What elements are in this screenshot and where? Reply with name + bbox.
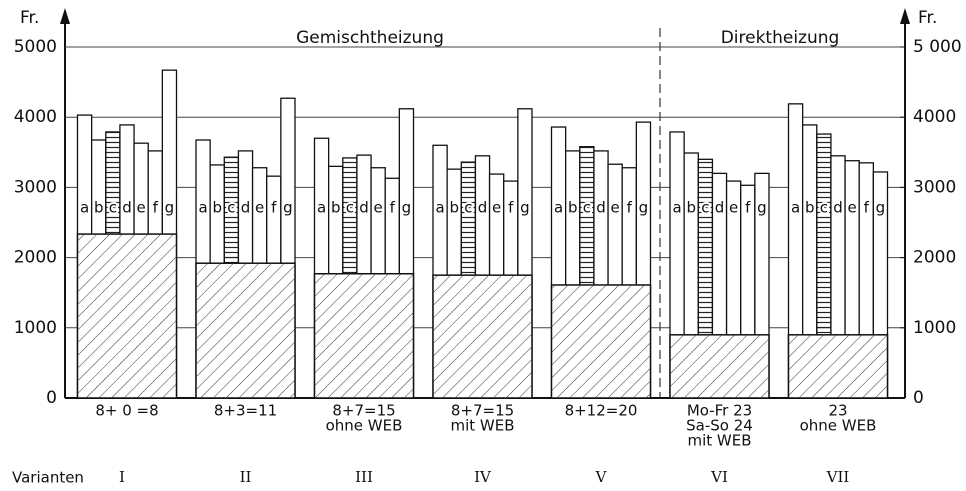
- y2-arrow: [900, 8, 910, 24]
- y-tick-label: 4000: [14, 107, 57, 127]
- x-tick-label: 8+7=15: [332, 402, 395, 420]
- variants-label: Varianten: [12, 469, 84, 487]
- x-tick-label: mit WEB: [450, 417, 514, 435]
- x-tick-label: 8+7=15: [451, 402, 514, 420]
- bar-letter: f: [508, 199, 514, 217]
- bar-letter: b: [568, 199, 578, 217]
- bar-letter: d: [122, 199, 132, 217]
- bar-letter: c: [346, 199, 354, 217]
- bar-letter: d: [833, 199, 843, 217]
- bar-letter: g: [639, 199, 649, 217]
- bar-letter: f: [745, 199, 751, 217]
- bar-letter: e: [611, 199, 620, 217]
- y2-tick-label: 5 000: [913, 37, 962, 57]
- x-tick-label: 8+3=11: [214, 402, 277, 420]
- bar-letter: f: [153, 199, 159, 217]
- y-label: Fr.: [20, 8, 39, 28]
- bar-letter: a: [554, 199, 563, 217]
- bar-letter: d: [241, 199, 251, 217]
- bar-letter: a: [198, 199, 207, 217]
- bar-letter: c: [464, 199, 472, 217]
- variant-label: IV: [474, 468, 492, 486]
- bar-letter: c: [109, 199, 117, 217]
- x-tick-label: 8+ 0 =8: [95, 402, 158, 420]
- bar-letter: f: [390, 199, 396, 217]
- base-hatch: [196, 263, 295, 398]
- bar-letter: e: [729, 199, 738, 217]
- y-tick-label: 3000: [14, 177, 57, 197]
- variant-label: I: [119, 468, 125, 486]
- bar-letter: e: [137, 199, 146, 217]
- bar-letter: g: [165, 199, 175, 217]
- y-arrow: [60, 8, 70, 24]
- x-tick-label: Sa-So 24: [686, 417, 753, 435]
- y-tick-label: 5000: [14, 37, 57, 57]
- bar-letter: b: [94, 199, 104, 217]
- y-tick-label: 1000: [14, 318, 57, 338]
- y2-tick-label: 0: [913, 388, 924, 408]
- x-tick-label: ohne WEB: [326, 417, 403, 435]
- bar-letter: c: [701, 199, 709, 217]
- variant-label: III: [355, 468, 373, 486]
- bar-letter: b: [686, 199, 696, 217]
- bar-letter: c: [583, 199, 591, 217]
- bar-letter: d: [359, 199, 369, 217]
- variant-label: VI: [710, 468, 728, 486]
- annotation: Gemischtheizung: [296, 28, 444, 48]
- bar-letter: g: [876, 199, 886, 217]
- bar-letter: e: [492, 199, 501, 217]
- bar-letter: b: [212, 199, 222, 217]
- y-tick-label: 0: [46, 388, 57, 408]
- variant-label: VII: [826, 468, 850, 486]
- y2-tick-label: 1000: [913, 318, 956, 338]
- x-tick-label: mit WEB: [687, 432, 751, 450]
- bar-letter: g: [520, 199, 530, 217]
- y2-tick-label: 2000: [913, 248, 956, 268]
- bar-letter: b: [331, 199, 341, 217]
- variant-label: V: [595, 468, 608, 486]
- bar-letter: e: [374, 199, 383, 217]
- bar-letter: c: [820, 199, 828, 217]
- bar-letter: a: [317, 199, 326, 217]
- bar-letter: e: [255, 199, 264, 217]
- x-tick-label: ohne WEB: [800, 417, 877, 435]
- base-hatch: [433, 275, 532, 398]
- bar-letter: d: [478, 199, 488, 217]
- bar-letter: d: [715, 199, 725, 217]
- bar-letter: b: [805, 199, 815, 217]
- annotation: Direktheizung: [721, 28, 840, 48]
- base-hatch: [788, 334, 888, 398]
- x-tick-label: Mo-Fr 23: [687, 402, 752, 420]
- y2-tick-label: 3000: [913, 177, 956, 197]
- bar-letter: d: [596, 199, 606, 217]
- base-hatch: [314, 273, 414, 398]
- bar-letter: g: [283, 199, 293, 217]
- bar-letter: e: [848, 199, 857, 217]
- bar-letter: a: [435, 199, 444, 217]
- bar-letter: f: [627, 199, 633, 217]
- bar-letter: f: [271, 199, 277, 217]
- y2-tick-label: 4000: [913, 107, 956, 127]
- bar-letter: a: [791, 199, 800, 217]
- bar-letter: b: [449, 199, 459, 217]
- y2-label: Fr.: [918, 8, 937, 28]
- bar-letter: g: [402, 199, 412, 217]
- y-tick-label: 2000: [14, 248, 57, 268]
- bar-letter: a: [80, 199, 89, 217]
- variant-label: II: [240, 468, 252, 486]
- base-hatch: [670, 334, 769, 398]
- bar-letter: f: [864, 199, 870, 217]
- bar-letter: c: [227, 199, 235, 217]
- x-tick-label: 23: [828, 402, 847, 420]
- base-hatch: [77, 234, 177, 398]
- base-hatch: [551, 284, 651, 398]
- bar-letter: a: [672, 199, 681, 217]
- bar-letter: g: [757, 199, 767, 217]
- x-tick-label: 8+12=20: [565, 402, 638, 420]
